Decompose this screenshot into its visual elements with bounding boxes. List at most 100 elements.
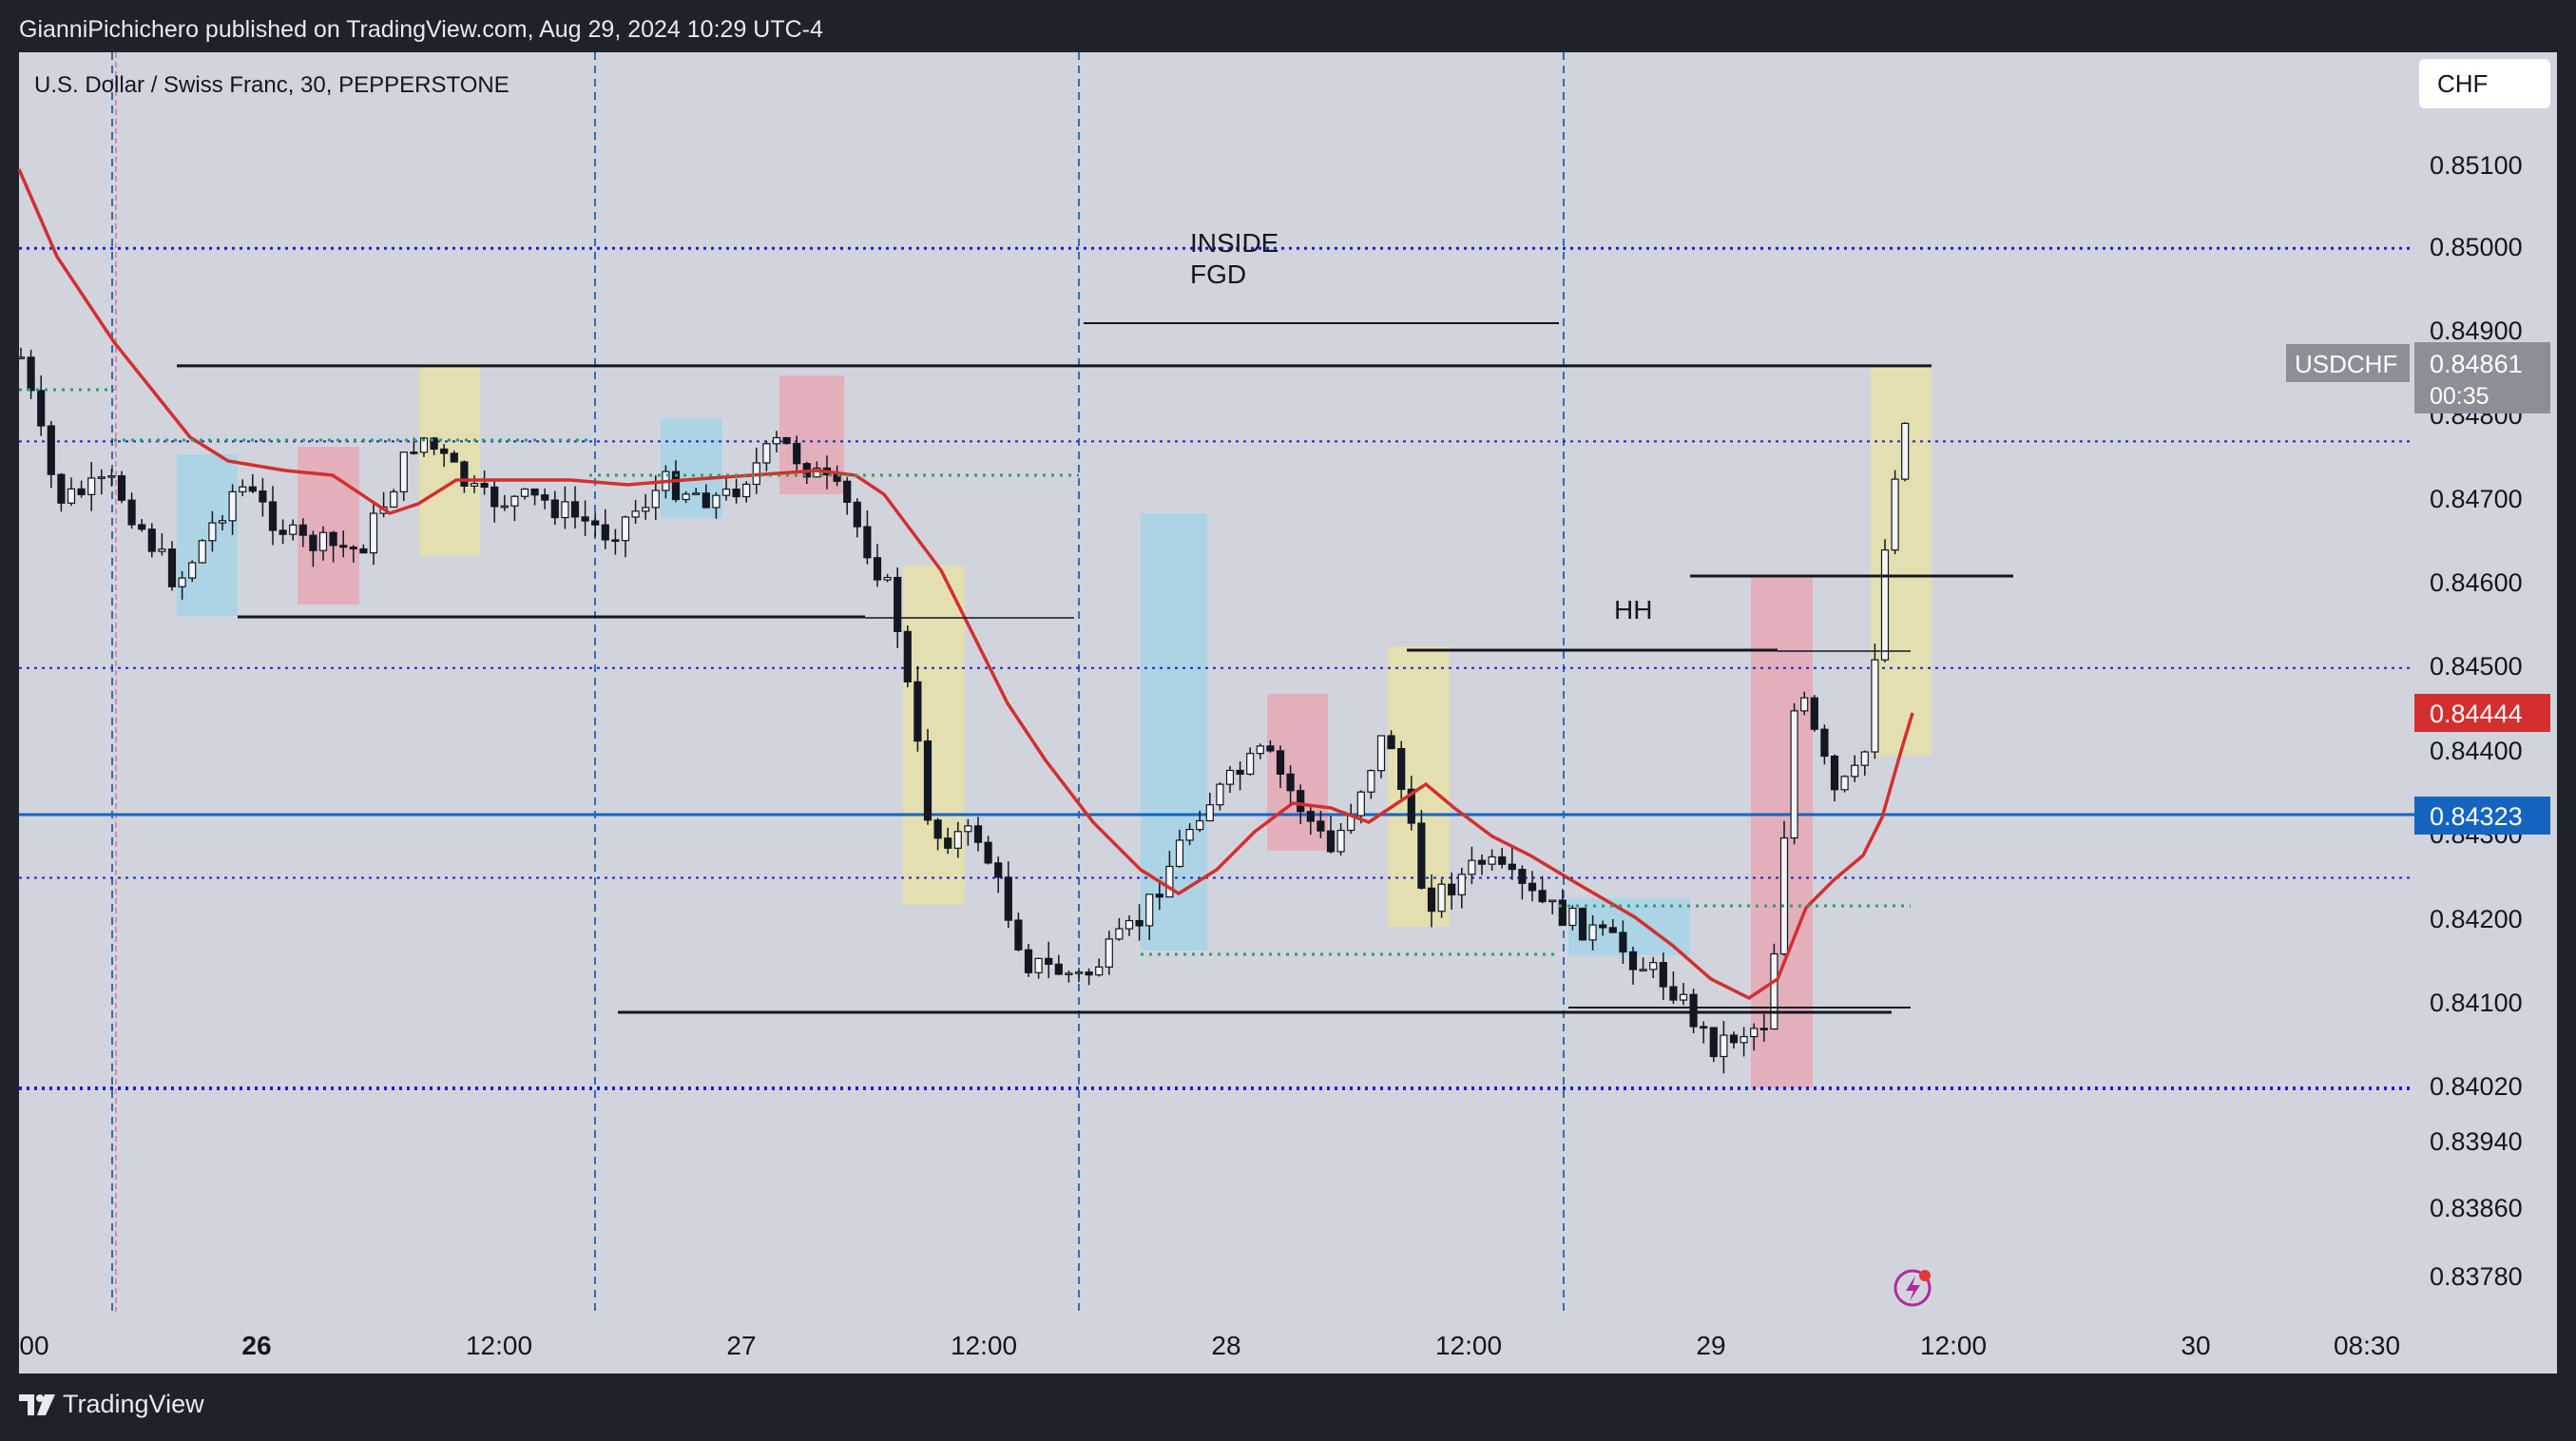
candle-body: [732, 488, 740, 498]
candle-body: [651, 490, 660, 509]
candle-body: [782, 436, 791, 445]
price-chart[interactable]: 0.85100 0.85000 0.84900 0.84700 0.84600 0.845…: [0, 52, 2576, 1374]
candle-body: [16, 356, 26, 359]
y-tick-label: 0.85100: [2430, 151, 2523, 180]
candle-body: [329, 531, 337, 547]
candle-body: [944, 837, 952, 849]
candle-body: [561, 501, 569, 519]
y-tick-label: 0.85000: [2430, 233, 2523, 261]
y-tick-label: 0.84900: [2430, 317, 2523, 345]
candle-body: [1689, 993, 1698, 1028]
candle-body: [1740, 1035, 1748, 1044]
candle-body: [1356, 791, 1365, 817]
highlight-zone: [177, 454, 238, 616]
candle-body: [520, 488, 529, 497]
candle-body: [1840, 776, 1849, 791]
candle-body: [167, 548, 177, 587]
price-axis-area: [2414, 52, 2557, 1312]
candle-body: [1729, 1034, 1739, 1044]
candle-body: [117, 475, 126, 501]
candle-body: [1266, 745, 1275, 752]
candle-body: [1669, 986, 1678, 1001]
candle-body: [642, 507, 650, 512]
moving-average-line: [17, 168, 1914, 1001]
ticker-label: USDCHF: [2295, 350, 2397, 378]
candle-body: [1105, 938, 1113, 968]
candle-body: [268, 501, 278, 531]
x-tick-label: 28: [1211, 1331, 1240, 1360]
candle-body: [158, 548, 166, 552]
candle-body: [1558, 899, 1567, 927]
candle-body: [1457, 874, 1466, 895]
candle-body: [239, 486, 247, 492]
candle-body: [682, 493, 690, 501]
candle-body: [530, 488, 539, 496]
candle-body: [1790, 710, 1798, 839]
candle-body: [1518, 869, 1527, 884]
candle-body: [87, 477, 96, 495]
candle-body: [541, 494, 549, 501]
candle-body: [853, 501, 861, 528]
candle-body: [1387, 735, 1395, 750]
candle-body: [1417, 822, 1426, 889]
candle-body: [762, 443, 771, 464]
candle-body: [309, 534, 317, 551]
candle-body: [1659, 962, 1667, 988]
candle-body: [1538, 890, 1547, 903]
candle-body: [349, 547, 357, 550]
candle-body: [1256, 745, 1264, 755]
candle-body: [843, 480, 852, 503]
candle-body: [127, 499, 136, 526]
candle-body: [1568, 907, 1577, 927]
candle-body: [581, 516, 589, 522]
symbol-title: U.S. Dollar / Swiss Franc, 30, PEPPERSTO…: [34, 72, 509, 98]
candle-body: [228, 490, 237, 522]
candle-body: [1619, 932, 1627, 953]
x-tick-label: 12:00: [1435, 1331, 1502, 1360]
x-tick-label: 30: [2181, 1331, 2210, 1360]
candle-body: [480, 483, 489, 489]
candle-body: [913, 681, 922, 742]
candle-body: [1276, 750, 1285, 775]
candle-body: [1297, 790, 1305, 813]
candle-body: [1196, 819, 1204, 831]
candle-body: [1367, 770, 1375, 793]
candle-body: [702, 492, 710, 509]
candle-body: [1085, 971, 1093, 976]
candle-body: [47, 425, 55, 475]
candle-body: [1115, 928, 1124, 940]
annotation-fgd: FGD: [1190, 259, 1246, 289]
currency-button[interactable]: CHF: [2419, 59, 2550, 108]
x-tick-label: 26: [241, 1331, 271, 1360]
candle-body: [611, 539, 620, 543]
y-tick-label: 0.83940: [2430, 1127, 2523, 1156]
candle-body: [894, 576, 902, 632]
candle-body: [973, 825, 983, 843]
y-tick-label: 0.83780: [2430, 1262, 2523, 1291]
lightning-icon[interactable]: [1894, 1269, 1932, 1307]
candle-body: [1608, 927, 1617, 933]
candle-body: [1448, 883, 1456, 895]
annotation-hh: HH: [1614, 595, 1652, 624]
candle-body: [419, 437, 429, 453]
candle-body: [450, 452, 458, 463]
brand-text: TradingView: [63, 1390, 204, 1418]
candle-body: [1639, 969, 1647, 971]
candle-body: [1045, 957, 1053, 965]
tradingview-brand[interactable]: TradingView: [19, 1390, 204, 1419]
candle-body: [460, 461, 469, 487]
candle-body: [198, 540, 206, 564]
candle-body: [1074, 971, 1084, 974]
candle-body: [188, 562, 197, 579]
candle-body: [259, 490, 267, 503]
candle-body: [873, 557, 882, 581]
candle-body: [1810, 697, 1818, 730]
plot-area: [19, 52, 2414, 1312]
candle-body: [712, 494, 721, 509]
x-tick-label: 12:00: [466, 1331, 532, 1360]
candle-body: [218, 520, 227, 524]
candle-body: [1397, 747, 1406, 790]
candle-body: [1286, 773, 1295, 792]
candle-body: [1135, 919, 1144, 927]
y-tick-label: 0.84100: [2430, 989, 2523, 1017]
